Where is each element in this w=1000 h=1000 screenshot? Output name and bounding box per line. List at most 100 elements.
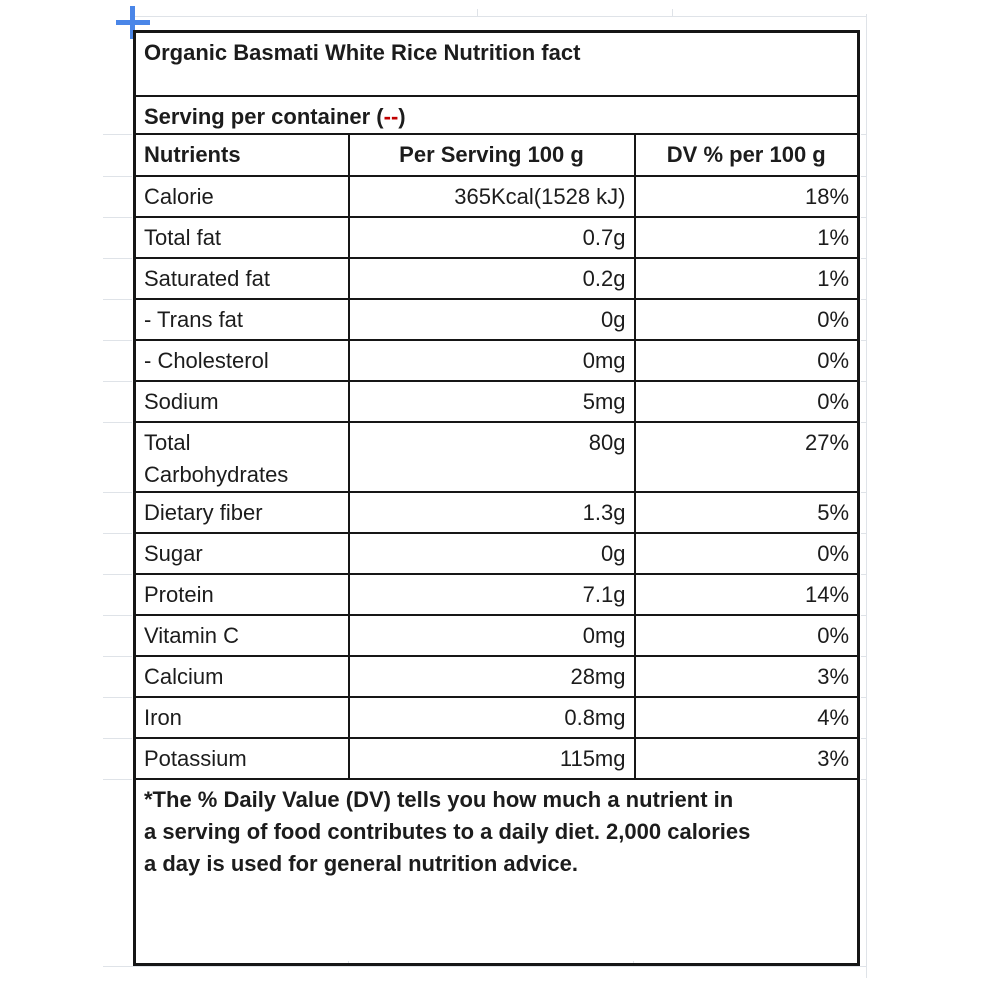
cell-dv[interactable]: 14% [633, 572, 860, 616]
spreadsheet-gridline [861, 615, 867, 616]
footnote-row: *The % Daily Value (DV) tells you how mu… [133, 777, 860, 966]
cell-nutrient[interactable]: Vitamin C [133, 613, 350, 657]
serving-row: Serving per container (--) [133, 94, 860, 135]
spreadsheet-gridline [861, 779, 867, 780]
column-header-dv[interactable]: DV % per 100 g [633, 132, 860, 177]
spreadsheet-gridline [103, 258, 132, 259]
cell-dv[interactable]: 0% [633, 338, 860, 382]
spreadsheet-gridline [861, 738, 867, 739]
spreadsheet-gridline [861, 134, 867, 135]
cell-nutrient[interactable]: Potassium [133, 736, 350, 780]
spreadsheet-gridline [861, 697, 867, 698]
table-row: Sugar 0g 0% [133, 531, 860, 575]
cell-dv[interactable]: 0% [633, 613, 860, 657]
spreadsheet-gridline [103, 134, 132, 135]
table-row: Vitamin C 0mg 0% [133, 613, 860, 657]
footnote-line: a serving of food contributes to a daily… [144, 818, 751, 844]
spreadsheet-gridline [861, 381, 867, 382]
spreadsheet-gridline [861, 422, 867, 423]
cell-nutrient[interactable]: Total Carbohydrates [133, 420, 350, 493]
spreadsheet-gridline [103, 340, 132, 341]
table-title[interactable]: Organic Basmati White Rice Nutrition fac… [133, 30, 860, 97]
cell-nutrient[interactable]: Calorie [133, 174, 350, 218]
cell-nutrient[interactable]: Saturated fat [133, 256, 350, 300]
cell-dv[interactable]: 1% [633, 215, 860, 259]
cell-nutrient[interactable]: - Trans fat [133, 297, 350, 341]
table-row: Total fat 0.7g 1% [133, 215, 860, 259]
cell-value[interactable]: 0mg [347, 338, 636, 382]
table-row: - Trans fat 0g 0% [133, 297, 860, 341]
table-row: Calcium 28mg 3% [133, 654, 860, 698]
serving-cell[interactable]: Serving per container (--) [133, 94, 860, 135]
cell-value[interactable]: 0g [347, 297, 636, 341]
cell-value[interactable]: 7.1g [347, 572, 636, 616]
spreadsheet-gridline [861, 340, 867, 341]
spreadsheet-gridline [861, 574, 867, 575]
column-header-row: Nutrients Per Serving 100 g DV % per 100… [133, 132, 860, 177]
serving-label-suffix: ) [398, 103, 406, 129]
cell-dv[interactable]: 0% [633, 531, 860, 575]
spreadsheet-gridline [861, 176, 867, 177]
cell-value[interactable]: 365Kcal(1528 kJ) [347, 174, 636, 218]
spreadsheet-gridline [103, 422, 132, 423]
cell-nutrient[interactable]: Total fat [133, 215, 350, 259]
cell-value[interactable]: 0.8mg [347, 695, 636, 739]
spreadsheet-gridline [861, 656, 867, 657]
cell-value[interactable]: 0mg [347, 613, 636, 657]
table-row: Dietary fiber 1.3g 5% [133, 490, 860, 534]
cell-dv[interactable]: 3% [633, 736, 860, 780]
cell-nutrient[interactable]: Sugar [133, 531, 350, 575]
spreadsheet-gridline [103, 176, 132, 177]
cell-value[interactable]: 28mg [347, 654, 636, 698]
spreadsheet-gridline [861, 258, 867, 259]
spreadsheet-gridline [133, 16, 867, 17]
cell-dv[interactable]: 5% [633, 490, 860, 534]
cell-dv[interactable]: 0% [633, 297, 860, 341]
spreadsheet-gridline [103, 697, 132, 698]
column-header-nutrients[interactable]: Nutrients [133, 132, 350, 177]
handle-vertical-bar [130, 6, 135, 39]
spreadsheet-gridline [103, 299, 132, 300]
cell-nutrient[interactable]: Calcium [133, 654, 350, 698]
table-row: Potassium 115mg 3% [133, 736, 860, 780]
table-row: Iron 0.8mg 4% [133, 695, 860, 739]
cell-nutrient[interactable]: Iron [133, 695, 350, 739]
footnote-cell[interactable]: *The % Daily Value (DV) tells you how mu… [133, 777, 860, 966]
table-row: Total Carbohydrates 80g 27% [133, 420, 860, 493]
spreadsheet-gridline [672, 9, 673, 17]
cell-dv[interactable]: 3% [633, 654, 860, 698]
table-row: Protein 7.1g 14% [133, 572, 860, 616]
table-row: Sodium 5mg 0% [133, 379, 860, 423]
column-header-per-serving[interactable]: Per Serving 100 g [347, 132, 636, 177]
cell-value[interactable]: 80g [347, 420, 636, 493]
cell-dv[interactable]: 1% [633, 256, 860, 300]
spreadsheet-gridline [103, 615, 132, 616]
cell-value[interactable]: 0.2g [347, 256, 636, 300]
cell-nutrient[interactable]: Protein [133, 572, 350, 616]
cell-nutrient[interactable]: Dietary fiber [133, 490, 350, 534]
spreadsheet-gridline [103, 574, 132, 575]
spreadsheet-gridline [861, 533, 867, 534]
cell-dv[interactable]: 27% [633, 420, 860, 493]
cell-value[interactable]: 0g [347, 531, 636, 575]
spreadsheet-gridline [103, 492, 132, 493]
table-row: - Cholesterol 0mg 0% [133, 338, 860, 382]
nutrition-facts-table: Organic Basmati White Rice Nutrition fac… [133, 30, 861, 966]
serving-label-prefix: Serving per container ( [144, 103, 384, 129]
cell-dv[interactable]: 4% [633, 695, 860, 739]
cell-dv[interactable]: 0% [633, 379, 860, 423]
spreadsheet-gridline [103, 779, 132, 780]
spreadsheet-gridline [866, 14, 867, 978]
cell-dv[interactable]: 18% [633, 174, 860, 218]
spreadsheet-gridline [861, 299, 867, 300]
cell-value[interactable]: 1.3g [347, 490, 636, 534]
table-row: Calorie 365Kcal(1528 kJ) 18% [133, 174, 860, 218]
footnote-line: *The % Daily Value (DV) tells you how mu… [144, 786, 734, 812]
cell-value[interactable]: 0.7g [347, 215, 636, 259]
cell-value[interactable]: 115mg [347, 736, 636, 780]
cell-nutrient[interactable]: Sodium [133, 379, 350, 423]
cell-value[interactable]: 5mg [347, 379, 636, 423]
spreadsheet-gridline [103, 966, 867, 967]
cell-nutrient[interactable]: - Cholesterol [133, 338, 350, 382]
